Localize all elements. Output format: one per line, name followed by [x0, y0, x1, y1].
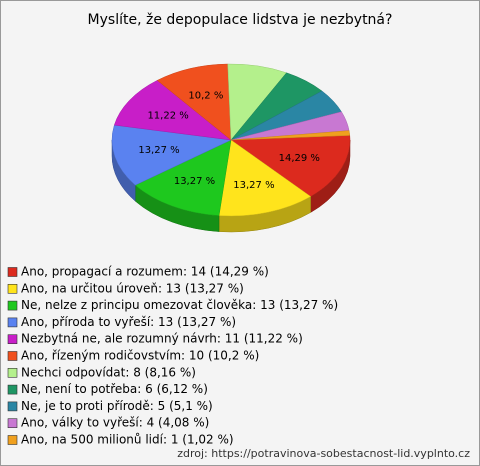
slice-top — [134, 139, 232, 216]
slice-top — [111, 124, 232, 186]
slice-top — [230, 130, 351, 141]
legend-swatch — [7, 283, 18, 294]
value-label: 11,22 % — [147, 110, 188, 121]
slice — [113, 80, 232, 141]
legend-label: Ano, války to vyřeší: 4 (4,08 %) — [21, 416, 209, 430]
slice-top — [230, 135, 351, 197]
slice — [156, 63, 232, 141]
slice-top — [113, 80, 232, 141]
slice-top — [156, 63, 232, 141]
value-label: 13,27 % — [174, 176, 215, 187]
legend-swatch — [7, 300, 18, 311]
legend-label: Ne, je to proti přírodě: 5 (5,1 %) — [21, 399, 213, 413]
value-label: 14,29 % — [279, 153, 320, 164]
slice — [230, 130, 351, 141]
slice — [218, 139, 312, 233]
legend-label: Ne, není to potřeba: 6 (6,12 %) — [21, 382, 208, 396]
legend-swatch — [7, 435, 18, 445]
legend-label: Ano, příroda to vyřeší: 13 (13,27 %) — [21, 315, 236, 329]
legend-swatch — [7, 317, 18, 328]
value-label: 13,27 % — [233, 180, 274, 191]
value-label: 13,27 % — [138, 145, 179, 156]
slice-top — [218, 139, 312, 217]
legend-label: Ano, na 500 milionů lidí: 1 (1,02 %) — [21, 433, 234, 447]
legend-swatch — [7, 367, 18, 378]
legend-label: Ano, na určitou úroveň: 13 (13,27 %) — [21, 281, 244, 295]
legend-label: Ano, řízeným rodičovstvím: 10 (10,2 %) — [21, 349, 259, 363]
legend-swatch — [7, 384, 18, 395]
legend-swatch — [7, 351, 18, 361]
legend-label: Ano, propagací a rozumem: 14 (14,29 %) — [21, 265, 269, 279]
legend-swatch — [7, 334, 18, 345]
legend-swatch — [7, 401, 18, 412]
chart-title: Myslíte, že depopulace lidstva je nezbyt… — [88, 12, 393, 28]
source: zdroj: https://potravinova-sobestacnost-… — [177, 447, 470, 460]
slice — [111, 124, 232, 202]
value-label: 10,2 % — [188, 91, 223, 102]
legend-swatch — [7, 418, 18, 429]
legend-label: Nechci odpovídat: 8 (8,16 %) — [21, 365, 196, 379]
legend-label: Ne, nelze z principu omezovat člověka: 1… — [21, 298, 338, 312]
legend-swatch — [7, 267, 18, 277]
legend-label: Nezbytná ne, ale rozumný návrh: 11 (11,2… — [21, 332, 303, 346]
